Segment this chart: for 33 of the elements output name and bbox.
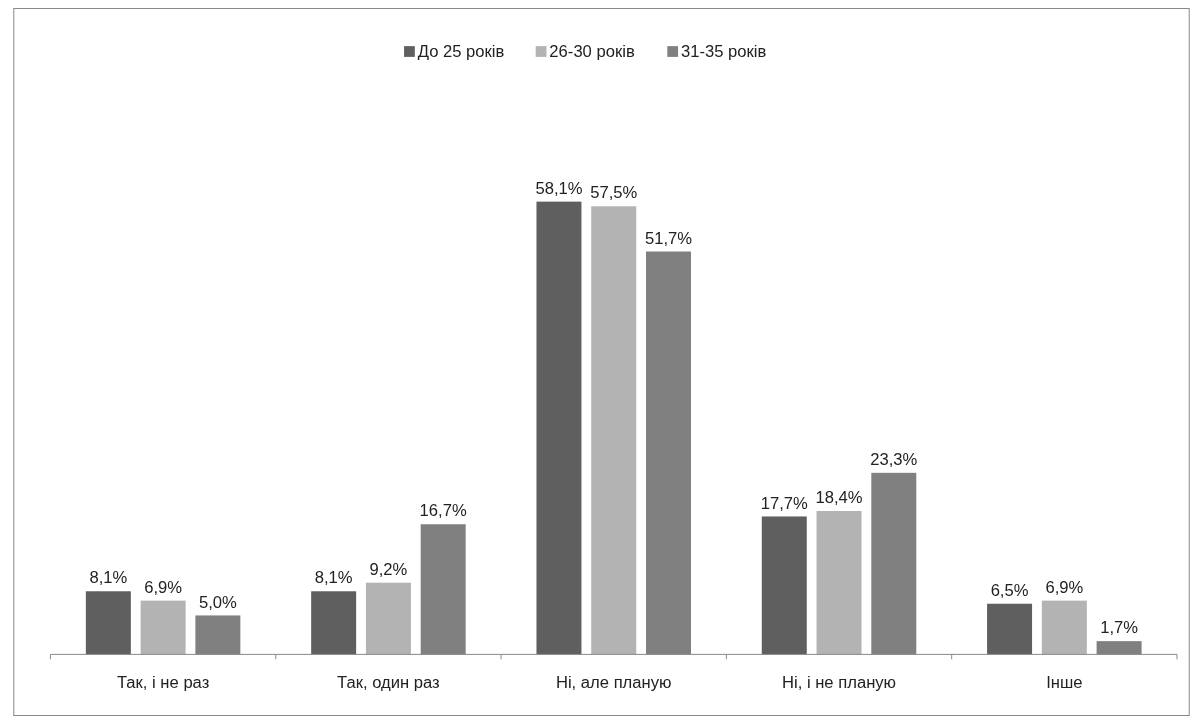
legend-label: 26-30 років — [549, 41, 635, 61]
bar — [987, 603, 1033, 655]
data-label: 51,7% — [644, 228, 693, 248]
x-tick-label: Інше — [1046, 672, 1083, 692]
data-label: 18,4% — [815, 488, 863, 508]
data-label: 57,5% — [590, 183, 638, 203]
data-label: 8,1% — [89, 568, 128, 588]
bar — [591, 206, 637, 655]
data-label: 6,9% — [1045, 577, 1084, 597]
bar — [816, 511, 862, 655]
data-label: 16,7% — [419, 501, 467, 521]
legend-label: До 25 років — [417, 41, 505, 61]
legend-label: 31-35 років — [681, 41, 767, 61]
bar — [311, 591, 357, 655]
x-tick-label: Ні, і не планую — [781, 672, 897, 692]
data-label: 1,7% — [1100, 618, 1139, 638]
bar — [140, 600, 186, 655]
data-label: 9,2% — [369, 559, 408, 579]
data-label: 17,7% — [760, 493, 809, 513]
data-label: 8,1% — [314, 568, 353, 588]
bar — [761, 516, 807, 655]
x-tick-label: Так, і не раз — [116, 672, 210, 692]
data-label: 58,1% — [535, 178, 583, 198]
bar — [365, 582, 411, 655]
data-label: 23,3% — [870, 449, 918, 469]
x-tick-label: Так, один раз — [337, 672, 440, 692]
bar — [85, 591, 131, 655]
bar — [536, 201, 582, 655]
data-label: 6,9% — [144, 577, 183, 597]
x-tick-label: Ні, але планую — [555, 672, 672, 692]
bar — [1041, 600, 1087, 655]
data-label: 6,5% — [990, 580, 1029, 600]
data-label: 5,0% — [198, 592, 238, 612]
